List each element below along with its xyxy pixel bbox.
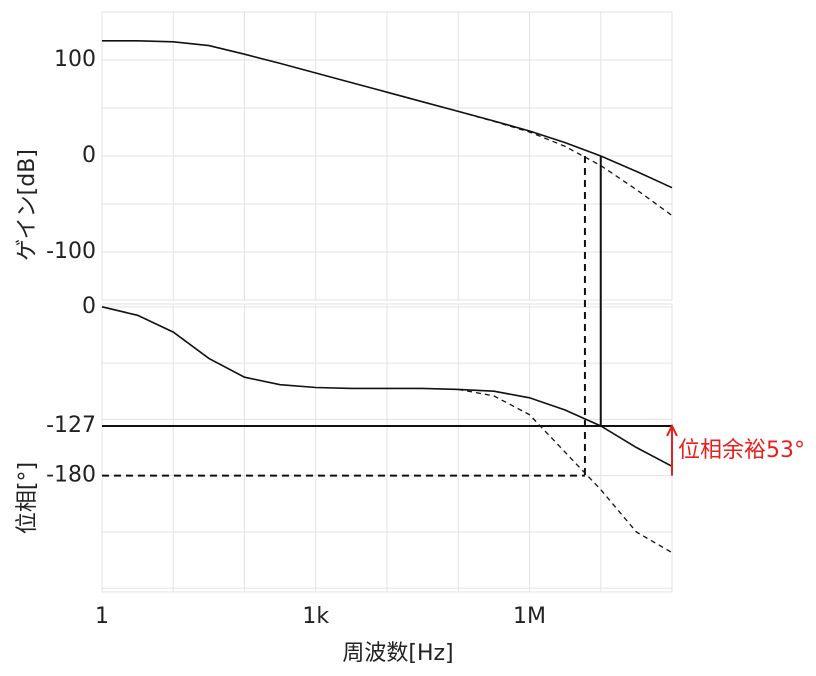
series-line — [458, 388, 673, 554]
annotation: 位相余裕53° — [678, 438, 805, 463]
x-tick-label: 1M — [513, 604, 546, 629]
series-line — [102, 40, 673, 189]
x-axis-title: 周波数[Hz] — [342, 641, 453, 666]
y-tick-label: -127 — [46, 413, 96, 438]
y-tick-label: -180 — [46, 463, 96, 488]
y-tick-label: 0 — [82, 294, 96, 319]
y-axis-title: ゲイン[dB] — [15, 149, 40, 261]
x-tick-label: 1 — [95, 604, 109, 629]
y-tick-label: 0 — [82, 143, 96, 168]
series-line — [101, 306, 673, 468]
margin-arrowhead — [666, 423, 678, 437]
y-axis-title: 位相[°] — [15, 462, 40, 534]
y-tick-label: 100 — [54, 47, 96, 72]
y-tick-label: -100 — [46, 239, 96, 264]
x-tick-label: 1k — [302, 604, 329, 629]
series-line — [458, 110, 673, 217]
